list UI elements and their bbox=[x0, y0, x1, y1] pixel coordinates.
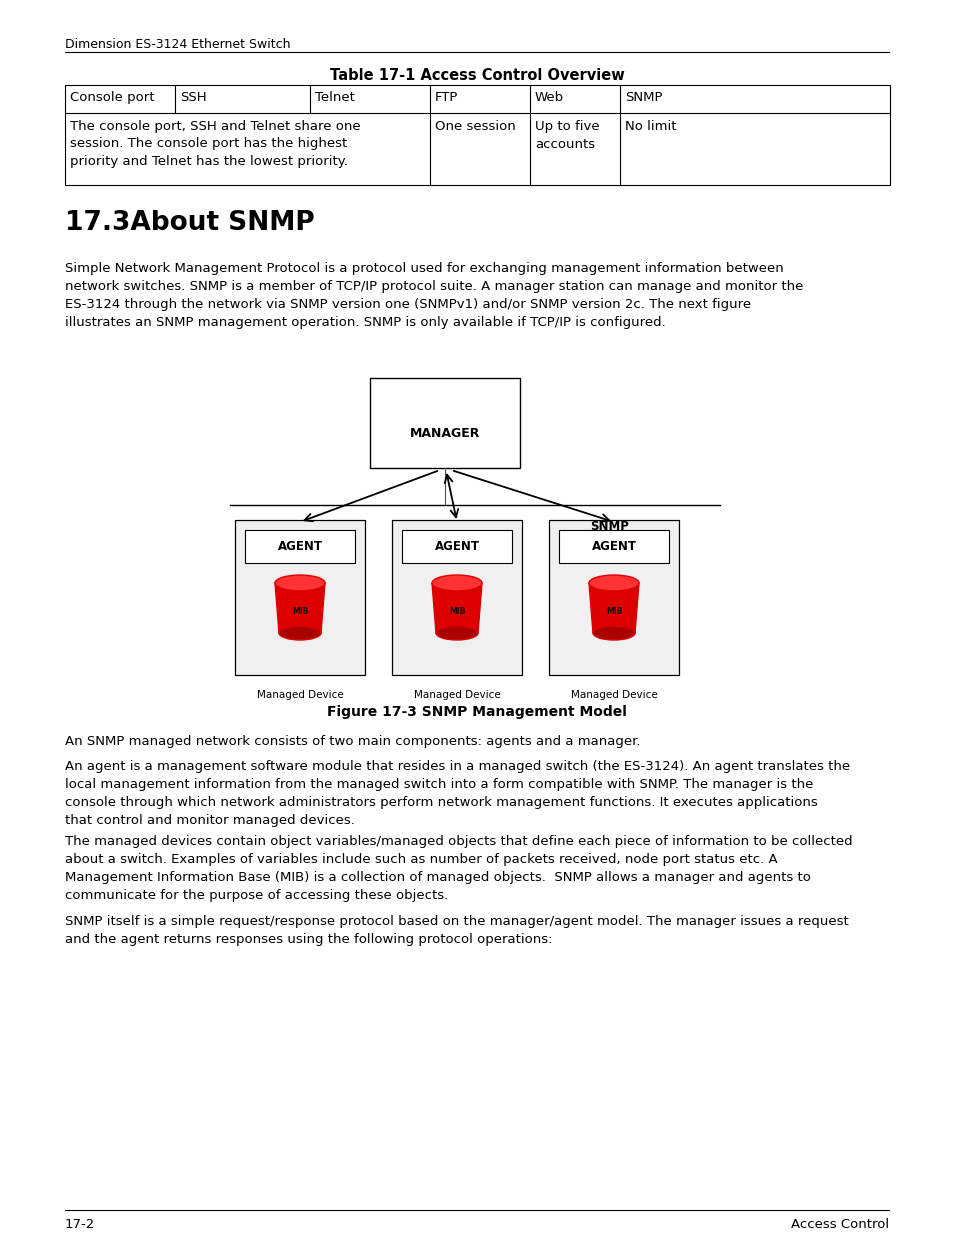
Text: SNMP itself is a simple request/response protocol based on the manager/agent mod: SNMP itself is a simple request/response… bbox=[65, 915, 848, 946]
Text: AGENT: AGENT bbox=[591, 540, 636, 553]
Text: One session: One session bbox=[435, 120, 516, 133]
Text: Figure 17-3 SNMP Management Model: Figure 17-3 SNMP Management Model bbox=[327, 705, 626, 719]
Text: The console port, SSH and Telnet share one
session. The console port has the hig: The console port, SSH and Telnet share o… bbox=[70, 120, 360, 168]
Text: FTP: FTP bbox=[435, 91, 457, 104]
Ellipse shape bbox=[432, 576, 481, 592]
Bar bbox=[401, 530, 512, 563]
Text: MIB: MIB bbox=[292, 606, 308, 615]
Text: SNMP: SNMP bbox=[589, 520, 628, 534]
Polygon shape bbox=[274, 583, 325, 634]
Ellipse shape bbox=[274, 576, 325, 592]
Text: Managed Device: Managed Device bbox=[570, 690, 657, 700]
Text: MIB: MIB bbox=[605, 606, 621, 615]
Text: Access Control: Access Control bbox=[790, 1218, 888, 1231]
Ellipse shape bbox=[593, 626, 635, 640]
Text: AGENT: AGENT bbox=[277, 540, 322, 553]
Bar bbox=[234, 520, 365, 676]
Bar bbox=[548, 520, 679, 676]
Text: Web: Web bbox=[535, 91, 563, 104]
Polygon shape bbox=[588, 583, 639, 634]
Text: An SNMP managed network consists of two main components: agents and a manager.: An SNMP managed network consists of two … bbox=[65, 735, 639, 748]
Ellipse shape bbox=[588, 576, 639, 592]
Text: Telnet: Telnet bbox=[314, 91, 355, 104]
Text: MIB: MIB bbox=[448, 606, 465, 615]
Bar bbox=[558, 530, 668, 563]
Text: Table 17-1 Access Control Overview: Table 17-1 Access Control Overview bbox=[330, 68, 623, 83]
Text: Simple Network Management Protocol is a protocol used for exchanging management : Simple Network Management Protocol is a … bbox=[65, 262, 802, 329]
Text: Managed Device: Managed Device bbox=[414, 690, 500, 700]
Text: The managed devices contain object variables/managed objects that define each pi: The managed devices contain object varia… bbox=[65, 835, 852, 902]
Polygon shape bbox=[432, 583, 481, 634]
Text: 17.3About SNMP: 17.3About SNMP bbox=[65, 210, 314, 236]
Text: AGENT: AGENT bbox=[434, 540, 479, 553]
Text: MANAGER: MANAGER bbox=[410, 427, 479, 441]
Text: No limit: No limit bbox=[624, 120, 676, 133]
Text: SSH: SSH bbox=[180, 91, 207, 104]
Bar bbox=[392, 520, 521, 676]
Text: 17-2: 17-2 bbox=[65, 1218, 95, 1231]
Bar bbox=[370, 378, 519, 468]
Text: Managed Device: Managed Device bbox=[256, 690, 343, 700]
Text: Dimension ES-3124 Ethernet Switch: Dimension ES-3124 Ethernet Switch bbox=[65, 38, 291, 51]
Ellipse shape bbox=[278, 626, 320, 640]
Bar bbox=[65, 85, 889, 185]
Text: Up to five
accounts: Up to five accounts bbox=[535, 120, 599, 151]
Ellipse shape bbox=[436, 626, 477, 640]
Text: Console port: Console port bbox=[70, 91, 154, 104]
Text: An agent is a management software module that resides in a managed switch (the E: An agent is a management software module… bbox=[65, 760, 849, 827]
Text: SNMP: SNMP bbox=[624, 91, 661, 104]
Bar bbox=[245, 530, 355, 563]
